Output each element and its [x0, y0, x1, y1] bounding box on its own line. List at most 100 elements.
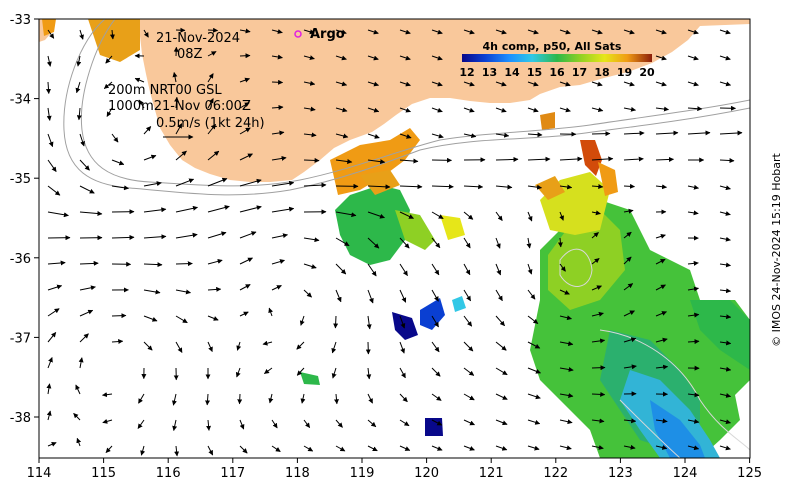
current-arrow — [591, 391, 606, 397]
current-arrow — [399, 184, 423, 190]
current-arrow — [527, 419, 541, 425]
current-arrow — [207, 315, 219, 321]
current-arrow — [271, 445, 281, 453]
current-arrow — [495, 132, 510, 138]
current-arrow — [559, 211, 564, 221]
current-arrow — [171, 393, 177, 406]
current-arrow — [495, 263, 502, 276]
current-arrow — [527, 184, 542, 190]
x-tick-label: 120 — [414, 466, 439, 481]
current-arrow — [46, 410, 52, 421]
current-arrow — [527, 367, 541, 374]
current-arrow — [591, 311, 604, 317]
current-arrow — [495, 289, 503, 302]
y-tick-label: -36 — [10, 252, 31, 267]
current-arrow — [399, 81, 411, 87]
y-tick-label: -34 — [10, 93, 31, 108]
x-tick-label: 119 — [350, 466, 375, 481]
colorbar-tick-label: 20 — [639, 66, 655, 79]
current-arrow — [655, 184, 667, 190]
current-arrow — [271, 419, 278, 429]
current-arrow — [399, 315, 406, 329]
current-arrow — [143, 289, 161, 295]
current-arrow — [399, 211, 414, 219]
current-arrow — [268, 393, 274, 404]
current-arrow — [143, 181, 162, 187]
current-arrow — [271, 104, 284, 110]
current-arrow — [431, 263, 440, 276]
current-arrow — [559, 445, 572, 451]
current-arrow — [296, 367, 305, 376]
current-arrow — [559, 419, 573, 425]
colorbar-tick-label: 15 — [527, 66, 542, 79]
current-arrow — [367, 263, 377, 277]
current-arrow — [399, 133, 412, 139]
current-arrow — [399, 393, 408, 403]
current-arrow — [623, 418, 637, 424]
current-arrow — [719, 262, 731, 268]
current-arrow — [207, 258, 223, 265]
current-arrow — [75, 384, 81, 395]
colorbar — [462, 54, 652, 62]
current-arrow — [335, 107, 348, 113]
current-arrow — [335, 237, 350, 247]
current-arrow — [591, 131, 611, 137]
argo-marker-icon — [294, 30, 302, 38]
date-label: 21-Nov-2024 — [156, 31, 240, 46]
current-arrow — [76, 107, 82, 121]
current-arrow — [138, 99, 145, 109]
colorbar-title: 4h comp, p50, All Sats — [483, 40, 622, 53]
current-arrow — [687, 55, 699, 61]
current-arrow — [719, 29, 731, 35]
current-arrow — [207, 205, 230, 213]
colorbar-tick-label: 19 — [617, 66, 632, 79]
current-arrow — [102, 418, 113, 424]
current-arrow — [75, 81, 81, 94]
current-arrow — [175, 205, 198, 213]
current-arrow — [271, 233, 288, 239]
current-arrow — [271, 54, 283, 60]
current-arrow — [79, 133, 85, 147]
current-arrow — [399, 55, 411, 61]
x-tick-label: 115 — [91, 466, 116, 481]
current-arrow — [335, 211, 357, 218]
current-arrow — [527, 156, 551, 162]
current-arrow — [591, 184, 604, 190]
current-arrow — [175, 261, 193, 267]
current-arrow — [559, 341, 574, 347]
current-arrow — [367, 289, 374, 304]
colorbar-tick-label: 16 — [549, 66, 565, 79]
current-arrow — [431, 393, 442, 401]
current-arrow — [207, 286, 222, 292]
current-arrow — [105, 445, 113, 453]
current-arrow — [175, 315, 188, 324]
current-arrow — [527, 107, 539, 113]
current-arrow — [687, 286, 699, 292]
plot-frame — [38, 18, 751, 459]
current-arrow — [655, 337, 668, 343]
current-arrow — [79, 159, 90, 171]
current-arrow — [623, 444, 636, 450]
current-arrow — [46, 55, 52, 67]
current-arrow — [527, 289, 536, 300]
current-arrow — [174, 445, 180, 457]
current-arrow — [463, 237, 471, 249]
current-arrow — [207, 177, 228, 187]
current-arrow — [367, 419, 377, 428]
y-tick-label: -37 — [10, 331, 31, 346]
current-arrow — [495, 81, 507, 87]
current-arrow — [719, 55, 731, 61]
current-arrow — [527, 132, 543, 138]
current-arrow — [719, 211, 731, 216]
current-arrow — [399, 445, 411, 451]
current-arrow — [239, 77, 250, 83]
current-arrow — [239, 28, 251, 34]
current-arrow — [143, 262, 163, 268]
sst-patches — [42, 19, 750, 458]
current-arrow — [495, 393, 508, 400]
current-arrow — [367, 55, 379, 61]
current-arrow — [45, 81, 51, 94]
current-arrow — [463, 393, 475, 401]
current-arrow — [111, 339, 124, 345]
